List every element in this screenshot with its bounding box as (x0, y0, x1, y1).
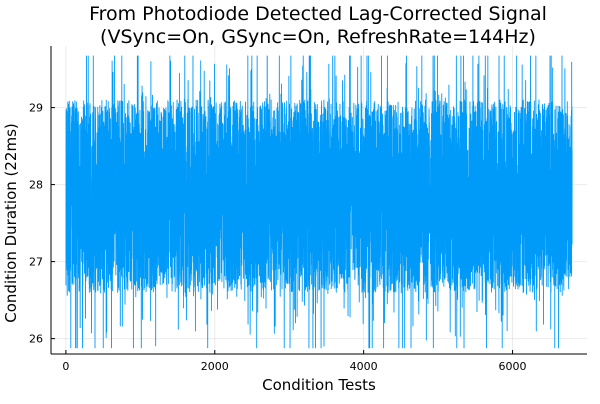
x-tick-label: 0 (62, 360, 69, 373)
y-axis-label: Condition Duration (22ms) (2, 123, 20, 322)
y-tick-label: 27 (29, 256, 43, 269)
axes-layer (50, 46, 587, 355)
x-tick-label: 6000 (499, 360, 527, 373)
y-tick-label: 26 (29, 333, 43, 346)
series-line (65, 55, 573, 349)
series-layer (65, 55, 573, 349)
ticks-layer: 0 2000 4000 6000 26 27 28 29 (29, 102, 527, 373)
y-tick-label: 29 (29, 102, 43, 115)
x-axis-label: Condition Tests (262, 376, 376, 394)
x-tick-label: 2000 (201, 360, 229, 373)
y-tick-label: 28 (29, 179, 43, 192)
chart-subtitle: (VSync=On, GSync=On, RefreshRate=144Hz) (100, 26, 536, 48)
x-tick-label: 4000 (350, 360, 378, 373)
chart-title: From Photodiode Detected Lag-Corrected S… (89, 3, 547, 25)
